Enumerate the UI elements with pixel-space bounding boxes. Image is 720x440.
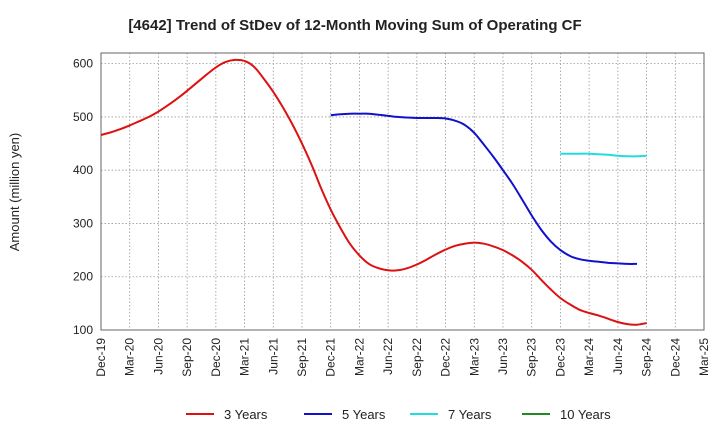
x-tick-label: Sep-21 — [295, 338, 309, 377]
y-tick-label: 500 — [73, 110, 93, 124]
grid — [100, 53, 705, 331]
x-tick-label: Sep-24 — [640, 338, 654, 377]
y-tick-label: 200 — [73, 270, 93, 284]
x-tick-label: Jun-24 — [611, 338, 625, 375]
x-tick-label: Mar-24 — [582, 338, 596, 376]
x-tick-label: Mar-23 — [467, 338, 481, 376]
x-axis-ticks: Dec-19 Mar-20 Jun-20 Sep-20 Dec-20 Mar-21 Jun-… — [94, 338, 711, 377]
x-tick-label: Jun-22 — [381, 338, 395, 375]
y-tick-label: 600 — [73, 57, 93, 71]
x-tick-label: Mar-25 — [697, 338, 711, 376]
x-tick-label: Dec-22 — [439, 338, 453, 377]
legend-label: 10 Years — [560, 407, 611, 422]
x-tick-label: Sep-23 — [525, 338, 539, 377]
x-tick-label: Jun-20 — [151, 338, 165, 375]
legend: 3 Years 5 Years 7 Years 10 Years — [186, 407, 611, 422]
plot-frame — [100, 52, 705, 331]
x-tick-label: Jun-23 — [496, 338, 510, 375]
x-tick-label: Jun-21 — [266, 338, 280, 375]
y-tick-label: 300 — [73, 216, 93, 230]
x-tick-label: Mar-21 — [238, 338, 252, 376]
x-tick-label: Dec-21 — [324, 338, 338, 377]
x-tick-label: Mar-22 — [352, 338, 366, 376]
legend-label: 7 Years — [448, 407, 492, 422]
x-tick-label: Dec-19 — [94, 338, 108, 377]
x-tick-label: Dec-20 — [209, 338, 223, 377]
x-tick-label: Dec-24 — [668, 338, 682, 377]
x-tick-label: Sep-22 — [410, 338, 424, 377]
chart-title: [4642] Trend of StDev of 12-Month Moving… — [128, 17, 581, 34]
series-line-5-years — [330, 112, 638, 265]
y-axis-ticks: 100 200 300 400 500 600 — [73, 57, 93, 337]
x-tick-label: Sep-20 — [180, 338, 194, 377]
series-lines — [100, 58, 647, 326]
series-line-3-years — [100, 58, 647, 326]
x-tick-label: Dec-23 — [553, 338, 567, 377]
y-axis-label: Amount (million yen) — [7, 133, 22, 252]
x-tick-label: Mar-20 — [123, 338, 137, 376]
legend-label: 3 Years — [224, 407, 268, 422]
y-tick-label: 100 — [73, 323, 93, 337]
y-tick-label: 400 — [73, 163, 93, 177]
series-line-7-years — [560, 152, 647, 158]
legend-label: 5 Years — [342, 407, 386, 422]
